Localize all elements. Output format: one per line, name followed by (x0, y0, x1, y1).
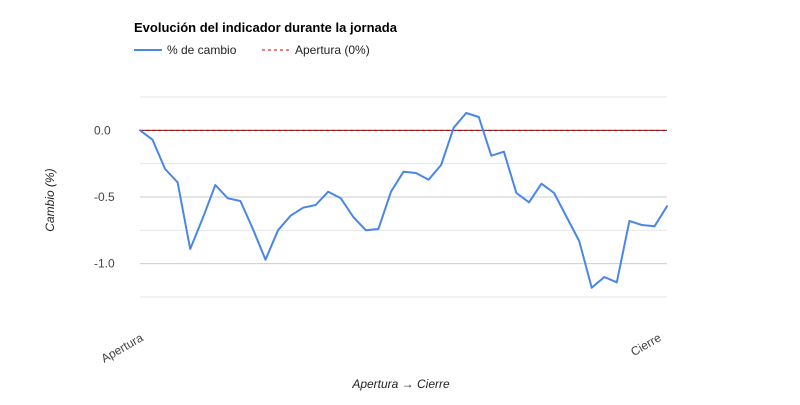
x-tick-label-start: Apertura (99, 330, 146, 365)
legend-item-series[interactable]: % de cambio (134, 43, 237, 57)
x-axis-title: Apertura → Cierre (351, 377, 450, 391)
legend: % de cambio Apertura (0%) (134, 43, 370, 57)
y-tick-label: -0.5 (94, 190, 115, 204)
series-layer (139, 112, 668, 289)
y-tick-label: 0.0 (94, 123, 111, 137)
x-tick-label-end: Cierre (628, 330, 664, 359)
chart-title: Evolución del indicador durante la jorna… (134, 20, 398, 35)
grid (140, 96, 667, 298)
series-line-cambio (139, 112, 668, 289)
y-axis-ticks: 0.0 -0.5 -1.0 (94, 123, 115, 270)
legend-label-apertura: Apertura (0%) (295, 43, 370, 57)
y-tick-label: -1.0 (94, 257, 115, 271)
legend-label-series: % de cambio (167, 43, 237, 57)
y-axis-title: Cambio (%) (43, 168, 57, 231)
legend-item-apertura[interactable]: Apertura (0%) (262, 43, 370, 57)
